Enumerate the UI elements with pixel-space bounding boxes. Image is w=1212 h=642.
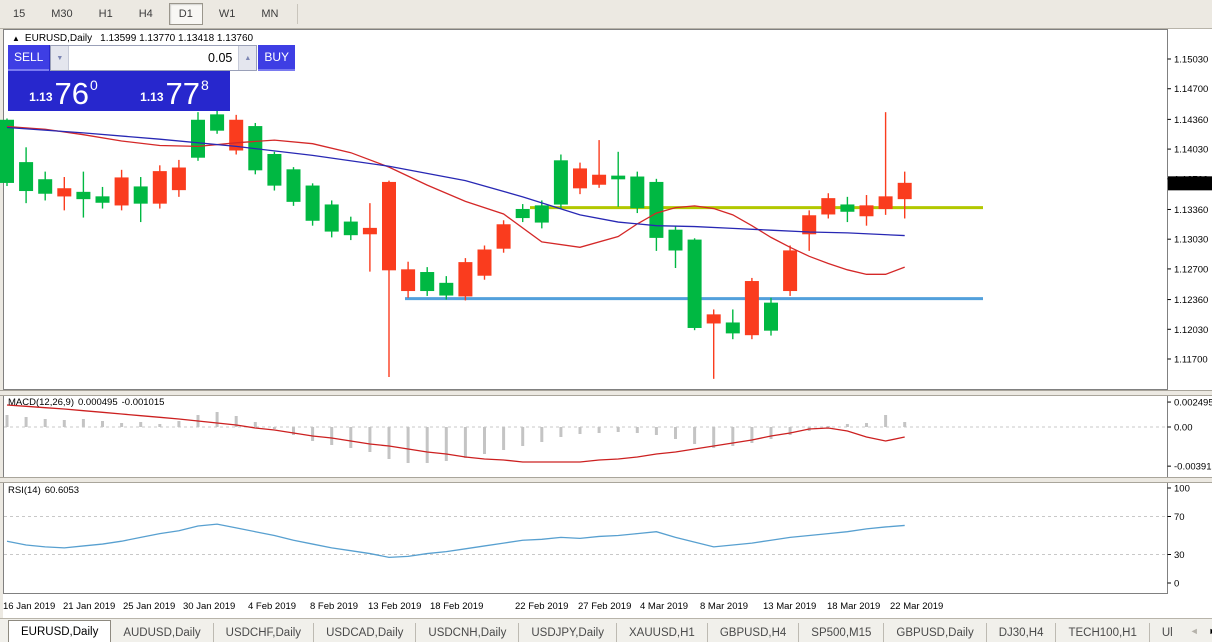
sell-price-quote[interactable]: 1.13 76 0 (8, 71, 119, 111)
chart-tab-gbpusd-h4[interactable]: GBPUSD,H4 (706, 623, 798, 642)
chart-title: ▲ EURUSD,Daily 1.13599 1.13770 1.13418 1.1… (12, 33, 253, 44)
svg-text:30: 30 (1174, 550, 1185, 561)
chart-tab-xauusd-h1[interactable]: XAUUSD,H1 (616, 623, 707, 642)
chart-tab-sp500-m15[interactable]: SP500,M15 (798, 623, 883, 642)
chart-tab-tech100-h1[interactable]: TECH100,H1 (1055, 623, 1148, 642)
svg-text:1.11700: 1.11700 (1174, 355, 1208, 366)
volume-increase-button[interactable]: ▲ (238, 46, 257, 70)
sell-price-prefix: 1.13 (29, 90, 53, 104)
macd-label: MACD(12,26,9) (8, 397, 74, 408)
timeframe-button-h4[interactable]: H4 (138, 8, 153, 20)
timeframe-button-h1[interactable]: H1 (98, 8, 113, 20)
sell-price-pip-digit: 0 (90, 77, 98, 93)
macd-main-value: 0.000495 (78, 397, 118, 408)
svg-text:18 Feb 2019: 18 Feb 2019 (430, 601, 483, 612)
chart-ohlc-values: 1.13599 1.13770 1.13418 1.13760 (100, 33, 254, 44)
chart-canvas: 1.150301.147001.143601.140301.137001.133… (0, 28, 1212, 618)
svg-text:0.00: 0.00 (1174, 423, 1193, 434)
buy-price-quote[interactable]: 1.13 77 8 (119, 71, 230, 111)
svg-text:1.14700: 1.14700 (1174, 84, 1208, 95)
svg-text:1.13360: 1.13360 (1174, 205, 1208, 216)
svg-text:1.13030: 1.13030 (1174, 235, 1208, 246)
svg-text:0: 0 (1174, 579, 1179, 590)
chart-tab-audusd-daily[interactable]: AUDUSD,Daily (123, 627, 201, 639)
svg-text:100: 100 (1174, 484, 1190, 495)
svg-text:4 Feb 2019: 4 Feb 2019 (248, 601, 296, 612)
macd-indicator-title: MACD(12,26,9) 0.000495 -0.001015 (8, 397, 168, 408)
svg-text:27 Feb 2019: 27 Feb 2019 (578, 601, 631, 612)
svg-text:1.15030: 1.15030 (1174, 55, 1208, 66)
svg-text:-0.003915: -0.003915 (1174, 462, 1212, 473)
svg-text:0.002495: 0.002495 (1174, 398, 1212, 409)
sell-price-big-digits: 76 (54, 75, 90, 111)
svg-text:13 Feb 2019: 13 Feb 2019 (368, 601, 421, 612)
buy-price-pip-digit: 8 (201, 77, 209, 93)
svg-text:22 Mar 2019: 22 Mar 2019 (890, 601, 943, 612)
symbol-arrow-icon: ▲ (12, 34, 20, 43)
timeframe-button-mn[interactable]: MN (261, 8, 279, 20)
svg-text:1.13760: 1.13760 (1171, 179, 1205, 190)
chart-tab-usdcnh-daily[interactable]: USDCNH,Daily (415, 623, 518, 642)
rsi-label: RSI(14) (8, 485, 41, 496)
svg-text:70: 70 (1174, 512, 1185, 523)
svg-text:8 Feb 2019: 8 Feb 2019 (310, 601, 358, 612)
timeframe-toolbar: 15 M30 H1 H4 D1 W1 MN (0, 0, 1212, 29)
chart-tab-usdchf-daily[interactable]: USDCHF,Daily (212, 623, 313, 642)
svg-text:4 Mar 2019: 4 Mar 2019 (640, 601, 688, 612)
buy-button[interactable]: BUY (258, 45, 296, 71)
chevron-down-icon: ▼ (56, 54, 64, 62)
chevron-up-icon: ▲ (244, 54, 252, 62)
chart-tab-dj30-h4[interactable]: DJ30,H4 (985, 623, 1056, 642)
tab-scroll-controls: ◄► (1185, 619, 1212, 642)
svg-text:22 Feb 2019: 22 Feb 2019 (515, 601, 568, 612)
svg-text:16 Jan 2019: 16 Jan 2019 (3, 601, 55, 612)
rsi-value: 60.6053 (44, 485, 80, 496)
svg-text:1.14360: 1.14360 (1174, 115, 1208, 126)
svg-text:1.12030: 1.12030 (1174, 325, 1208, 336)
svg-text:25 Jan 2019: 25 Jan 2019 (123, 601, 175, 612)
tab-scroll-right-icon[interactable]: ► (1204, 626, 1212, 636)
timeframe-button-m30[interactable]: M30 (51, 8, 73, 20)
svg-text:1.14030: 1.14030 (1174, 145, 1208, 156)
rsi-indicator-title: RSI(14) 60.6053 (8, 485, 83, 496)
pane-splitter-macd[interactable] (0, 390, 1212, 396)
volume-decrease-button[interactable]: ▼ (51, 46, 70, 70)
chart-tab-ul[interactable]: Ul (1148, 623, 1185, 642)
trade-controls-row: SELL ▼ ▲ BUY (8, 45, 296, 71)
volume-stepper: ▼ ▲ (50, 45, 258, 71)
macd-signal-value: -0.001015 (121, 397, 165, 408)
svg-text:18 Mar 2019: 18 Mar 2019 (827, 601, 880, 612)
chart-tab-usdjpy-daily[interactable]: USDJPY,Daily (518, 623, 616, 642)
buy-price-big-digits: 77 (165, 75, 201, 111)
svg-text:13 Mar 2019: 13 Mar 2019 (763, 601, 816, 612)
chart-tab-bar: EURUSD,Daily AUDUSD,Daily USDCHF,Daily USDC… (0, 618, 1212, 642)
svg-text:8 Mar 2019: 8 Mar 2019 (700, 601, 748, 612)
timeframe-button-15[interactable]: 15 (13, 8, 26, 20)
pane-splitter-rsi[interactable] (0, 477, 1212, 483)
svg-text:1.12700: 1.12700 (1174, 264, 1208, 275)
svg-text:21 Jan 2019: 21 Jan 2019 (63, 601, 115, 612)
chart-tab-usdcad-daily[interactable]: USDCAD,Daily (313, 623, 415, 642)
buy-price-prefix: 1.13 (140, 90, 164, 104)
timeframe-button-w1[interactable]: W1 (218, 8, 236, 20)
chart-tab-gbpusd-daily[interactable]: GBPUSD,Daily (883, 623, 985, 642)
current-price-tag (1168, 176, 1212, 191)
quote-prices-row: 1.13 76 0 1.13 77 8 (8, 71, 230, 111)
tab-scroll-left-icon[interactable]: ◄ (1189, 626, 1199, 636)
volume-input[interactable] (69, 46, 239, 70)
svg-text:30 Jan 2019: 30 Jan 2019 (183, 601, 235, 612)
toolbar-divider (297, 4, 299, 24)
timeframe-button-d1[interactable]: D1 (168, 3, 203, 25)
chart-symbol-label: EURUSD,Daily (24, 33, 93, 44)
sell-button[interactable]: SELL (8, 45, 50, 71)
chart-tab-eurusd-daily[interactable]: EURUSD,Daily (8, 620, 112, 642)
svg-text:1.12360: 1.12360 (1174, 295, 1208, 306)
